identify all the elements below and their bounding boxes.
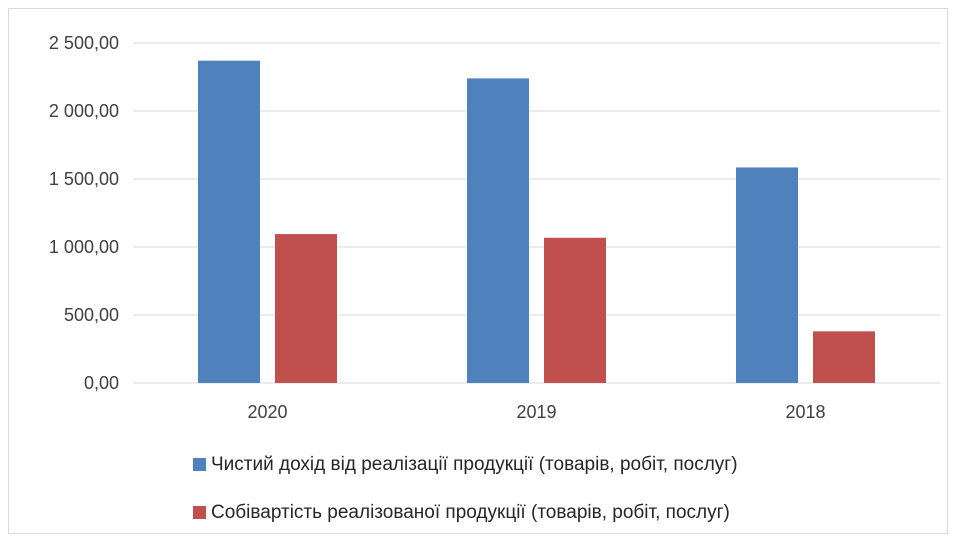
legend-label: Собівартість реалізованої продукції (тов… — [211, 502, 730, 523]
y-tick-label: 1 000,00 — [49, 237, 119, 257]
y-axis-tick-labels: 0,00 500,00 1 000,00 1 500,00 2 000,00 2 500,… — [49, 33, 119, 393]
bar-cost-2018 — [813, 331, 875, 383]
y-tick-label: 2 500,00 — [49, 33, 119, 53]
bar-revenue-2020 — [198, 60, 260, 384]
x-tick-label: 2020 — [247, 402, 287, 422]
bars — [198, 60, 875, 384]
bar-revenue-2019 — [467, 78, 529, 384]
y-tick-label: 500,00 — [64, 305, 119, 325]
gridlines — [133, 42, 940, 384]
x-tick-label: 2018 — [785, 402, 825, 422]
y-tick-label: 2 000,00 — [49, 101, 119, 121]
x-tick-label: 2019 — [516, 402, 556, 422]
bar-cost-2020 — [275, 234, 337, 383]
legend-swatch — [193, 458, 206, 471]
legend-swatch — [193, 506, 206, 519]
y-tick-label: 1 500,00 — [49, 169, 119, 189]
legend-label: Чистий дохід від реалізації продукції (т… — [211, 454, 738, 475]
bar-revenue-2018 — [736, 167, 798, 383]
x-axis-tick-labels: 2020 2019 2018 — [247, 402, 825, 422]
y-tick-label: 0,00 — [84, 373, 119, 393]
bar-cost-2019 — [544, 237, 606, 383]
legend: Чистий дохід від реалізації продукції (т… — [193, 454, 738, 523]
